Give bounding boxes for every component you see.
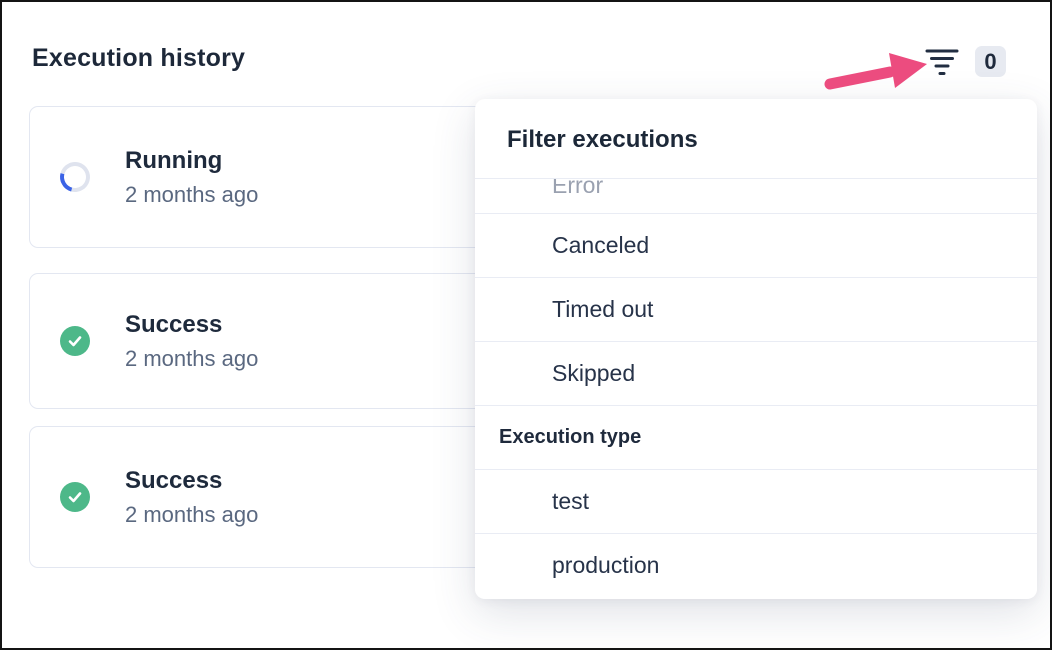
execution-status: Success — [125, 466, 223, 494]
filter-button[interactable] — [923, 44, 961, 80]
filter-option-production[interactable]: production — [475, 533, 1037, 597]
filter-option-test[interactable]: test — [475, 469, 1037, 533]
filter-popover: Filter executions Error Canceled Timed o… — [475, 99, 1037, 599]
spinner-icon — [54, 156, 96, 198]
filter-option-canceled[interactable]: Canceled — [475, 213, 1037, 277]
page-title: Execution history — [32, 44, 246, 72]
execution-status: Success — [125, 310, 223, 338]
execution-time: 2 months ago — [125, 181, 259, 207]
filter-count-badge[interactable]: 0 — [975, 46, 1006, 77]
execution-time: 2 months ago — [125, 501, 259, 527]
filter-option-error-clipped[interactable]: Error — [475, 178, 1037, 213]
filter-option-skipped[interactable]: Skipped — [475, 341, 1037, 405]
annotation-arrow-icon — [824, 53, 927, 90]
execution-time: 2 months ago — [125, 345, 259, 371]
check-circle-icon — [60, 326, 90, 356]
check-circle-icon — [60, 482, 90, 512]
execution-status: Running — [125, 146, 223, 174]
filter-section-execution-type: Execution type — [475, 405, 1037, 469]
filter-popover-title: Filter executions — [507, 126, 698, 153]
filter-option-label: Error — [552, 178, 604, 198]
filter-lines-icon — [925, 44, 959, 81]
filter-option-timed-out[interactable]: Timed out — [475, 277, 1037, 341]
